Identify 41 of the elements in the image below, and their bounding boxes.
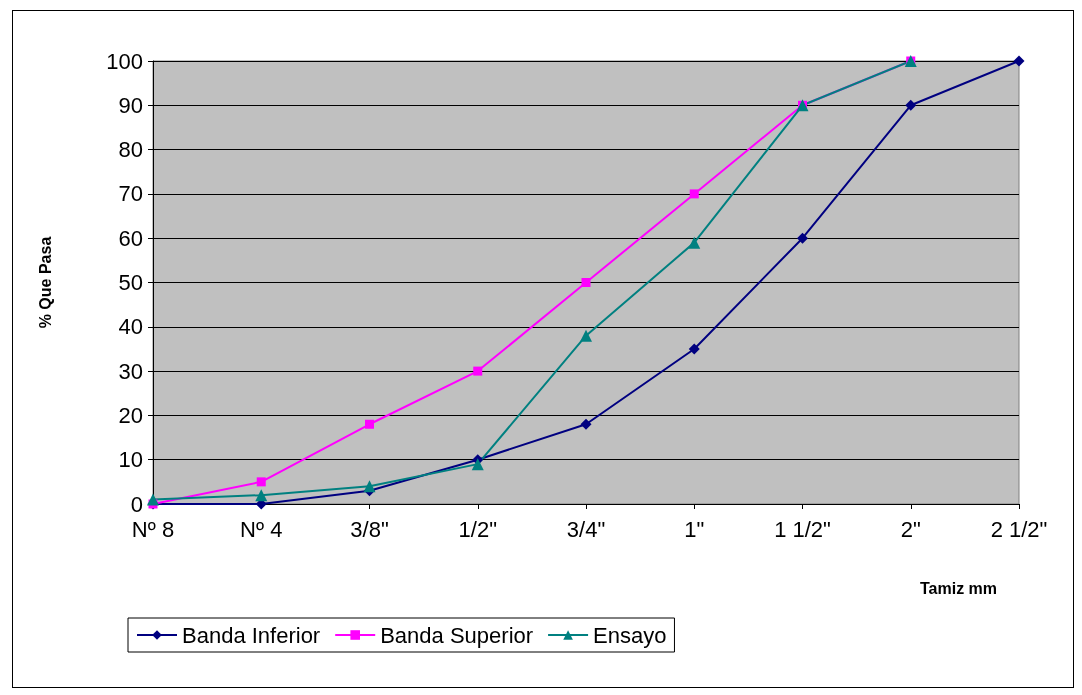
y-tick-label: 70: [118, 181, 143, 207]
legend-label: Banda Inferior: [182, 622, 321, 648]
point: [473, 366, 483, 376]
y-tick-label: 30: [118, 358, 143, 384]
point: [471, 458, 484, 471]
x-tick-label: 1 1/2": [774, 516, 831, 542]
y-tick-label: 50: [118, 270, 143, 295]
point: [256, 477, 266, 487]
point: [580, 329, 592, 342]
legend-label: Banda Superior: [380, 622, 534, 648]
point: [365, 419, 374, 429]
x-tick-label: 3/8": [350, 516, 389, 542]
x-tick-label: 1/2": [458, 516, 497, 542]
point: [147, 493, 159, 506]
y-tick-label: 80: [118, 137, 143, 163]
y-tick-label: 10: [118, 447, 143, 473]
x-axis-title: Tamiz mm: [920, 579, 998, 597]
point: [255, 489, 268, 502]
point: [797, 232, 808, 244]
y-axis-title: % Que Pasa: [36, 236, 54, 329]
y-tick-label: 100: [106, 48, 143, 74]
y-tick-label: 90: [118, 92, 143, 118]
x-tick-label: 2 1/2": [990, 516, 1048, 542]
x-tick-label: Nº 8: [131, 516, 175, 542]
y-tick-label: 60: [118, 225, 143, 251]
point: [580, 418, 592, 430]
x-tick-label: 1": [684, 516, 705, 542]
point: [581, 278, 591, 287]
x-tick-label: 3/4": [566, 516, 606, 542]
point: [1013, 55, 1025, 67]
point: [905, 99, 917, 111]
y-tick-label: 0: [130, 491, 143, 517]
legend-label: Ensayo: [593, 622, 667, 648]
point: [689, 189, 699, 199]
point: [688, 343, 700, 355]
point: [688, 236, 701, 249]
x-tick-label: Nº 4: [240, 516, 283, 542]
point: [363, 480, 376, 493]
y-tick-label: 20: [118, 402, 143, 428]
x-tick-label: 2": [900, 516, 921, 542]
y-tick-label: 40: [118, 314, 143, 340]
